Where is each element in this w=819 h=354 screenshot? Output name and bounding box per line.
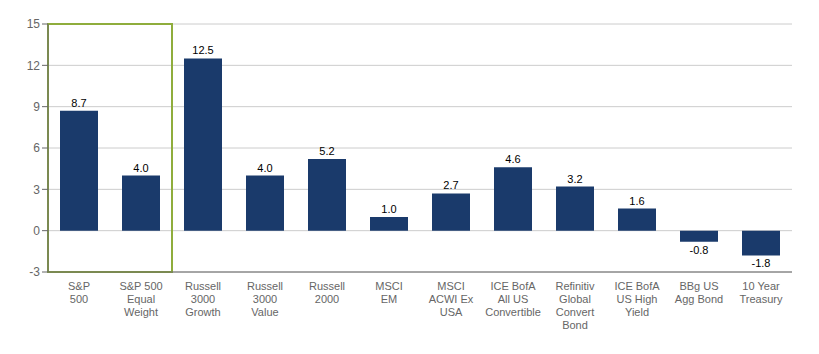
- svg-text:3: 3: [33, 183, 40, 197]
- svg-text:MSCIACWI ExUSA: MSCIACWI ExUSA: [429, 280, 474, 318]
- svg-text:ICE BofAUS HighYield: ICE BofAUS HighYield: [614, 280, 660, 318]
- svg-text:9: 9: [33, 100, 40, 114]
- svg-text:-1.8: -1.8: [752, 257, 771, 269]
- svg-text:-0.8: -0.8: [690, 244, 709, 256]
- svg-text:4.0: 4.0: [133, 162, 148, 174]
- svg-text:MSCIEM: MSCIEM: [375, 280, 403, 305]
- svg-text:10 YearTreasury: 10 YearTreasury: [740, 280, 783, 305]
- svg-text:-3: -3: [29, 265, 40, 279]
- svg-text:4.0: 4.0: [257, 162, 272, 174]
- svg-text:1.0: 1.0: [381, 203, 396, 215]
- svg-text:BBg USAgg Bond: BBg USAgg Bond: [675, 280, 723, 305]
- svg-text:Russell3000Value: Russell3000Value: [247, 280, 283, 318]
- svg-text:12: 12: [27, 59, 41, 73]
- svg-text:8.7: 8.7: [71, 97, 86, 109]
- svg-text:5.2: 5.2: [319, 145, 334, 157]
- svg-text:1.6: 1.6: [629, 195, 644, 207]
- svg-text:3.2: 3.2: [567, 173, 582, 185]
- svg-text:2.7: 2.7: [443, 179, 458, 191]
- svg-text:ICE BofAAll USConvertible: ICE BofAAll USConvertible: [485, 280, 541, 318]
- svg-text:S&P 500EqualWeight: S&P 500EqualWeight: [119, 280, 162, 318]
- svg-text:6: 6: [33, 141, 40, 155]
- svg-text:4.6: 4.6: [505, 153, 520, 165]
- svg-text:Russell3000Growth: Russell3000Growth: [185, 280, 221, 318]
- svg-text:RefinitivGlobalConvertBond: RefinitivGlobalConvertBond: [555, 280, 595, 331]
- svg-text:15: 15: [27, 17, 41, 31]
- svg-text:S&P500: S&P500: [68, 280, 90, 305]
- svg-text:12.5: 12.5: [192, 44, 213, 56]
- svg-text:0: 0: [33, 224, 40, 238]
- svg-text:Russell2000: Russell2000: [309, 280, 345, 305]
